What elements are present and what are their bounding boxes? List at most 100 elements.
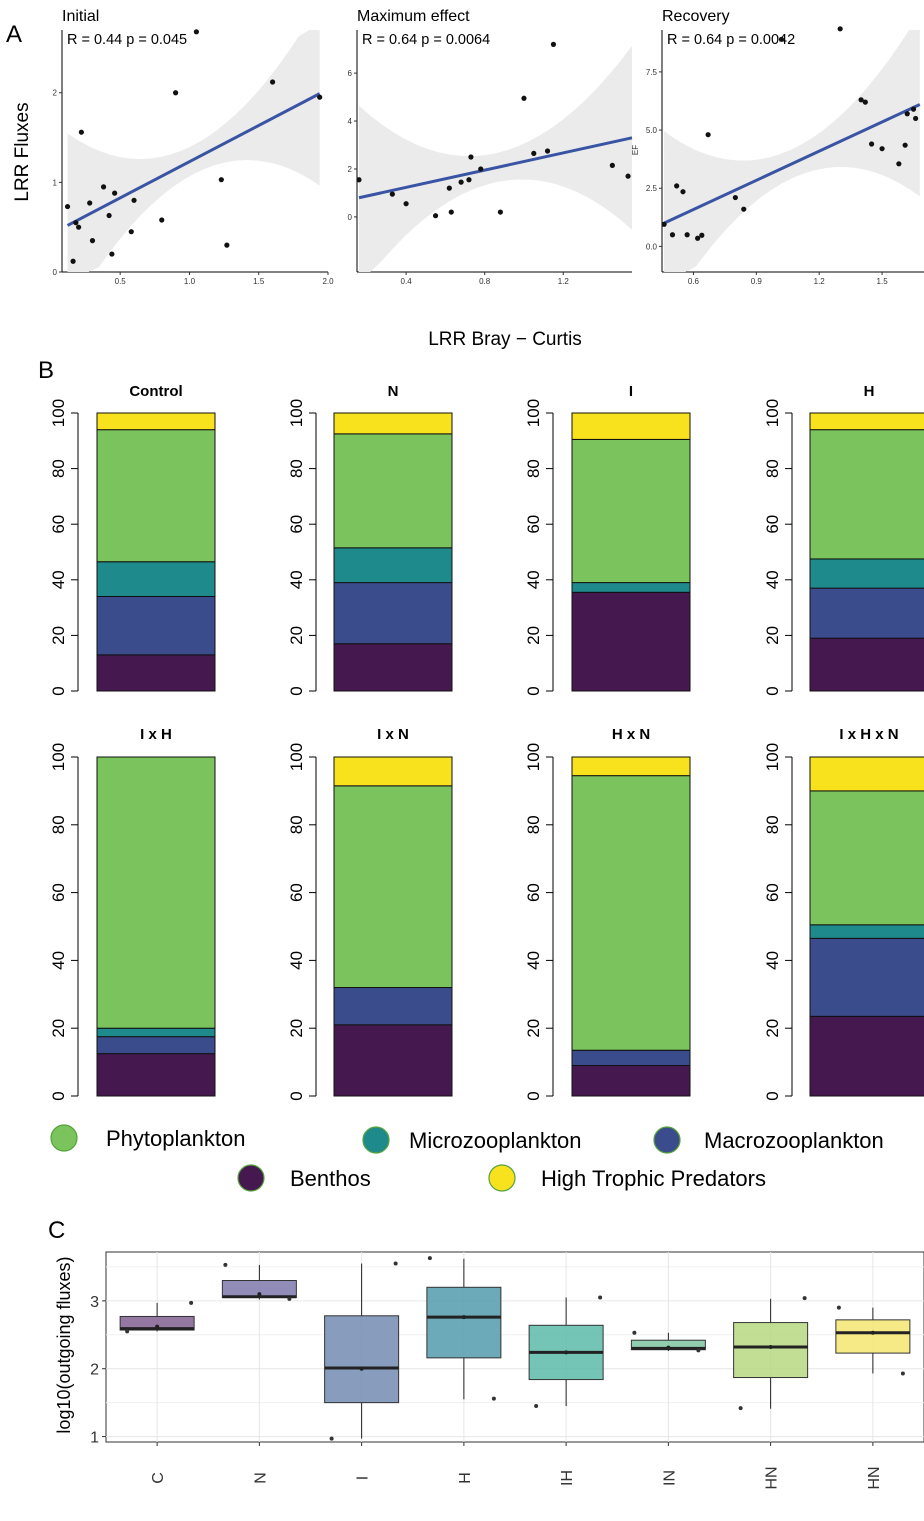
data-point — [680, 189, 686, 195]
x-tick-label: 0.5 — [115, 277, 127, 286]
x-tick-label: 1.5 — [877, 277, 889, 286]
mean-point — [666, 1345, 671, 1350]
y-tick-label: 80 — [287, 459, 306, 478]
data-point — [862, 99, 868, 105]
bar-panel-7: I x H x N 0 20 40 60 80 100 — [763, 726, 924, 1101]
mean-point — [359, 1366, 364, 1371]
bar-segment — [96, 654, 216, 692]
bar-panel-title: I x H — [140, 726, 172, 743]
x-tick-label: 0.4 — [401, 277, 413, 286]
x-tick-label: C — [150, 1472, 167, 1484]
bar-panel-5: I x N 0 20 40 60 80 100 — [287, 726, 453, 1101]
box — [426, 1286, 502, 1359]
bar-segment — [571, 1049, 691, 1066]
panel-label-c: C — [48, 1217, 65, 1244]
box-6 — [733, 1296, 809, 1411]
scatter-stat-text: R = 0.64 p = 0.0064 — [362, 32, 490, 48]
data-point — [193, 29, 199, 35]
y-tick-label: 80 — [763, 815, 782, 834]
data-point — [661, 221, 667, 227]
bar-segment — [333, 756, 453, 787]
data-point — [159, 217, 165, 223]
legend: Phytoplankton Microzooplankton Macrozoopla… — [50, 1124, 884, 1192]
y-tick-label: 2 — [348, 165, 353, 174]
mean-point — [155, 1324, 160, 1329]
y-tick-label: 20 — [763, 626, 782, 645]
data-point — [403, 201, 409, 207]
data-point — [128, 229, 134, 235]
box — [835, 1319, 911, 1354]
data-point — [741, 206, 747, 212]
jitter-point — [598, 1295, 603, 1300]
data-point — [904, 111, 910, 117]
data-point — [218, 177, 224, 183]
scatter-stat-text: R = 0.44 p = 0.045 — [67, 32, 187, 48]
y-tick-label: 0 — [524, 1091, 543, 1100]
x-tick-label: 0.6 — [688, 277, 700, 286]
data-point — [173, 90, 179, 96]
data-point — [131, 197, 137, 203]
y-tick-label: 40 — [763, 570, 782, 589]
y-tick-label: 60 — [763, 515, 782, 534]
x-tick-label: HN — [866, 1466, 883, 1489]
y-tick-label: 100 — [287, 743, 306, 771]
box-2 — [324, 1261, 400, 1441]
data-point — [609, 162, 615, 168]
box — [733, 1322, 809, 1379]
y-tick-label: 0 — [49, 686, 68, 695]
x-tick-label: 1.2 — [558, 277, 570, 286]
jitter-point — [836, 1305, 841, 1310]
legend-label: Benthos — [290, 1166, 371, 1191]
panel-label-a: A — [6, 21, 22, 48]
jitter-point — [329, 1436, 334, 1441]
y-tick-label: 40 — [287, 951, 306, 970]
data-point — [224, 242, 230, 248]
data-point — [70, 258, 76, 264]
x-tick-label: N — [252, 1472, 269, 1484]
jitter-point — [738, 1406, 743, 1411]
bar-segment — [333, 412, 453, 435]
y-tick-label: 80 — [763, 459, 782, 478]
mean-point — [564, 1350, 569, 1355]
y-tick-label: 20 — [287, 1019, 306, 1038]
y-tick-label: 80 — [524, 459, 543, 478]
bar-segment — [333, 785, 453, 989]
regression-line — [663, 103, 921, 225]
box-4 — [528, 1295, 604, 1409]
y-tick-label: 100 — [49, 743, 68, 771]
regression-line — [66, 92, 321, 227]
data-point — [112, 190, 118, 196]
y-tick-label: 0 — [524, 686, 543, 695]
y-tick-label: 5.0 — [646, 126, 658, 135]
y-tick-label: 6 — [348, 69, 353, 78]
x-tick-label: 1.5 — [253, 277, 265, 286]
x-tick-label: IH — [559, 1470, 576, 1486]
panel-b-stacked-bars: Control 0 20 40 60 80 100 N 0 20 40 60 80 100 I 0 20 40 60… — [49, 383, 924, 1101]
data-point — [89, 238, 96, 244]
bar-segment — [809, 1015, 924, 1097]
y-axis-label: LRR Fluxes — [12, 102, 33, 201]
legend-swatch — [237, 1164, 265, 1192]
y-tick-label: 60 — [49, 515, 68, 534]
jitter-point — [393, 1261, 398, 1266]
legend-label: Macrozooplankton — [704, 1128, 884, 1153]
legend-swatch — [50, 1124, 78, 1152]
bar-panel-title: H x N — [612, 726, 650, 743]
box-7 — [835, 1305, 911, 1376]
data-point — [478, 166, 484, 172]
data-point — [448, 209, 454, 215]
data-point — [913, 115, 919, 122]
mean-point — [257, 1292, 262, 1297]
x-tick-label: HN — [764, 1466, 781, 1489]
bar-panel-title: H — [864, 383, 875, 400]
x-tick-label: IN — [661, 1470, 678, 1486]
y-tick-label: 60 — [524, 883, 543, 902]
data-point — [432, 213, 439, 219]
data-point — [269, 79, 276, 85]
data-point — [521, 95, 527, 101]
y-tick-label: 20 — [524, 1019, 543, 1038]
jitter-point — [534, 1404, 539, 1409]
y-tick-label: 0 — [49, 1091, 68, 1100]
y-tick-label: 40 — [524, 570, 543, 589]
